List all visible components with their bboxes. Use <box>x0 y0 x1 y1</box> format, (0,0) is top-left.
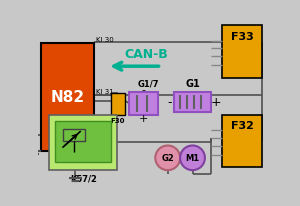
Bar <box>55 121 111 163</box>
Text: -: - <box>142 85 146 95</box>
Circle shape <box>180 146 205 170</box>
Text: G2: G2 <box>161 154 174 163</box>
Text: F32: F32 <box>231 121 254 131</box>
Text: Kl 30: Kl 30 <box>96 37 113 43</box>
Bar <box>41 44 94 151</box>
Text: +: + <box>139 113 148 123</box>
Text: F33: F33 <box>231 32 254 42</box>
Bar <box>49 115 117 170</box>
Text: M1: M1 <box>185 154 200 163</box>
Text: G1: G1 <box>185 78 200 88</box>
Bar <box>174 92 211 112</box>
Text: N82: N82 <box>51 90 85 105</box>
Text: G1/7: G1/7 <box>138 79 159 88</box>
Text: -: - <box>167 96 172 109</box>
Text: CAN-B: CAN-B <box>124 48 168 61</box>
Bar <box>222 26 262 78</box>
Bar <box>111 94 125 115</box>
Circle shape <box>155 146 180 170</box>
Text: +: + <box>210 96 221 109</box>
Bar <box>63 129 85 141</box>
Text: K57/2: K57/2 <box>70 174 97 183</box>
Text: Kl 31: Kl 31 <box>96 89 113 95</box>
Text: F30: F30 <box>111 117 125 123</box>
Bar <box>129 92 158 115</box>
Bar <box>222 115 262 167</box>
